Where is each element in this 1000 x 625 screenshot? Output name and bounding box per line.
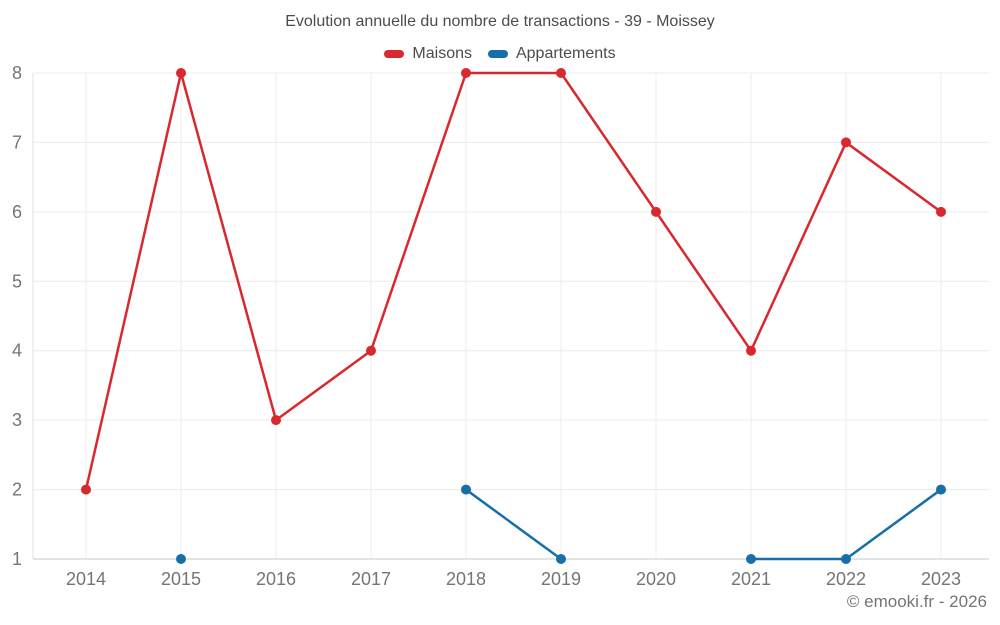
y-tick-label: 8 (12, 63, 22, 83)
data-point-maisons-2019 (556, 68, 566, 78)
data-point-appartements-2022 (841, 554, 851, 564)
data-point-maisons-2023 (936, 206, 946, 217)
y-tick-label: 7 (12, 132, 22, 152)
y-tick-label: 5 (12, 271, 22, 291)
data-point-maisons-2014 (81, 484, 91, 495)
data-point-maisons-2021 (746, 345, 756, 356)
appartements-series-swatch-icon (487, 50, 508, 58)
y-tick-label: 4 (12, 341, 22, 361)
x-tick-label: 2014 (66, 569, 106, 589)
legend-item-appartements[interactable]: Appartements (487, 45, 616, 63)
x-tick-label: 2016 (256, 569, 296, 589)
data-point-appartements-2015 (176, 554, 186, 564)
data-point-appartements-2023 (936, 484, 946, 495)
y-tick-label: 1 (12, 549, 22, 569)
legend-label-appartements: Appartements (515, 45, 616, 62)
data-point-maisons-2020 (651, 206, 661, 217)
data-point-maisons-2018 (461, 68, 471, 78)
legend-item-maisons[interactable]: Maisons (384, 45, 472, 63)
data-point-maisons-2015 (176, 68, 186, 78)
data-point-appartements-2019 (556, 554, 566, 564)
maisons-series-swatch-icon (384, 50, 405, 58)
series-line-appartements (464, 488, 563, 561)
y-tick-label: 2 (12, 480, 22, 500)
x-tick-label: 2017 (351, 569, 391, 589)
legend-label-maisons: Maisons (412, 45, 472, 62)
chart-title: Evolution annuelle du nombre de transact… (285, 13, 715, 30)
data-point-maisons-2016 (271, 415, 281, 426)
x-tick-label: 2021 (731, 569, 771, 589)
series-line-maisons (84, 71, 943, 491)
chart-legend: Maisons Appartements (0, 45, 1000, 63)
x-tick-label: 2020 (636, 569, 676, 589)
data-point-appartements-2021 (746, 554, 756, 564)
data-point-maisons-2022 (841, 137, 851, 148)
data-point-appartements-2018 (461, 484, 471, 495)
x-tick-label: 2019 (541, 569, 581, 589)
data-point-maisons-2017 (366, 345, 376, 356)
x-tick-label: 2022 (826, 569, 866, 589)
x-tick-label: 2023 (921, 569, 961, 589)
y-tick-label: 3 (12, 410, 22, 430)
copyright-text: © emooki.fr - 2026 (846, 592, 987, 611)
x-tick-label: 2015 (161, 569, 201, 589)
x-tick-label: 2018 (446, 569, 486, 589)
y-tick-label: 6 (12, 202, 22, 222)
